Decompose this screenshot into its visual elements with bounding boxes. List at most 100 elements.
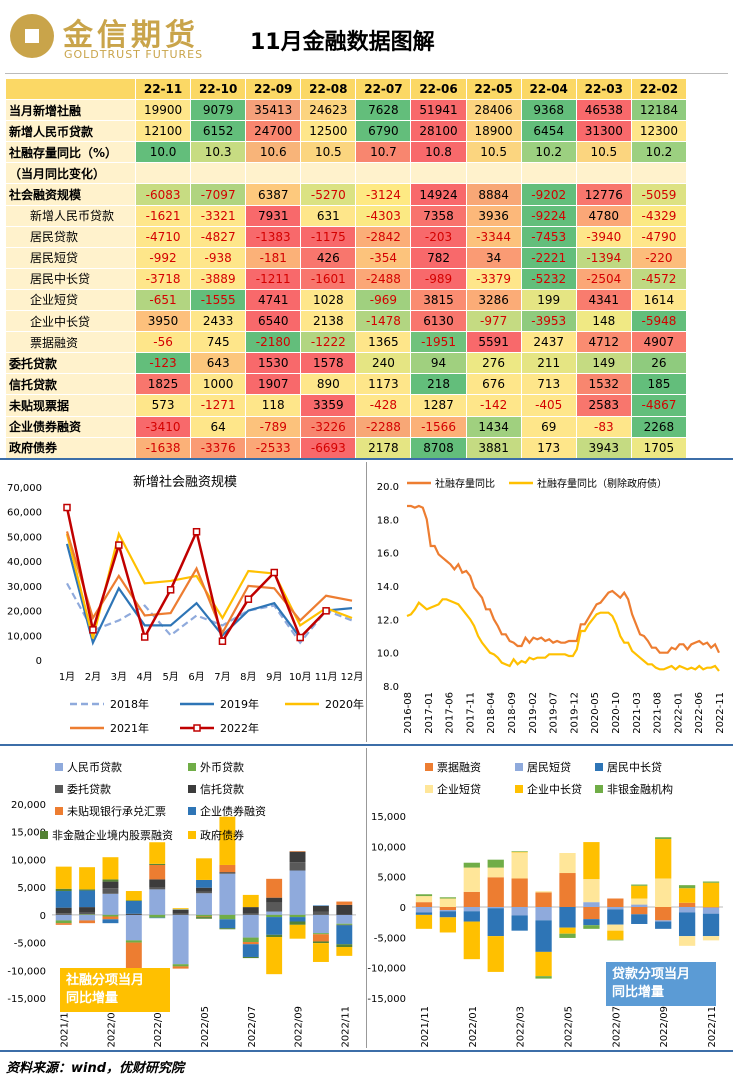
table-row: 企业债券融资 -3410 64 -789 -3226 -2288 -1566 1434 69 -8… — [5, 415, 688, 438]
x-tick-label: 2022/09 — [294, 1006, 305, 1048]
table-row: 企业中长贷 3950 2433 6540 2138 -1478 6130 -977 -3953 1… — [5, 310, 688, 333]
table-cell — [355, 162, 412, 185]
table-row: 社融存量同比（%） 10.0 10.3 10.6 10.5 10.7 10.8 10.5 10.… — [5, 141, 688, 164]
row-label: 未贴现票据 — [5, 394, 136, 417]
table-cell: 4341 — [575, 288, 632, 312]
legend-swatch — [425, 785, 433, 793]
bar-segment — [463, 911, 480, 922]
table-cell: -4329 — [630, 204, 688, 227]
bar-segment — [463, 921, 480, 960]
table-cell: -5232 — [520, 267, 577, 290]
loan-box-line2: 同比增量 — [612, 985, 665, 1000]
table-cell: 94 — [410, 352, 467, 375]
x-tick-label: 2021/11 — [60, 1006, 71, 1048]
series-line-2020年 — [65, 530, 353, 639]
column-header: 22-05 — [465, 77, 522, 101]
bar-segment — [196, 916, 212, 918]
bar-segment — [631, 898, 648, 905]
bar-segment — [583, 919, 600, 926]
table-cell: 10.5 — [465, 141, 522, 164]
table-cell: -2488 — [355, 267, 412, 290]
table-cell: 18900 — [465, 120, 522, 143]
x-tick-label: 2021-08 — [653, 692, 664, 734]
table-cell: 745 — [190, 331, 247, 354]
table-cell: 12100 — [134, 120, 192, 143]
x-tick-label: 2018-09 — [507, 692, 518, 734]
table-cell: 2268 — [630, 415, 688, 438]
bar-segment — [511, 851, 528, 852]
table-cell: 1028 — [300, 288, 357, 312]
table-row: （当月同比变化） — [5, 162, 688, 185]
table-cell: 185 — [630, 373, 688, 396]
table-cell: -354 — [355, 246, 412, 269]
bar-segment — [242, 942, 259, 945]
table-cell: 631 — [300, 204, 357, 227]
bar-segment — [702, 907, 720, 908]
bar-segment — [102, 881, 119, 889]
report-header: 金信期货 GOLDTRUST FUTURES 11月金融数据图解 — [0, 0, 733, 74]
table-cell: -651 — [134, 288, 192, 312]
table-cell: 10.7 — [355, 141, 412, 164]
table-cell: 4712 — [575, 331, 632, 354]
bar-segment — [583, 879, 600, 903]
bar-segment — [149, 879, 166, 888]
bar-segment — [312, 911, 329, 915]
data-point — [192, 527, 201, 536]
bar-segment — [79, 890, 96, 908]
table-cell: 199 — [520, 288, 577, 312]
table-cell: -1175 — [300, 225, 357, 248]
bar-segment — [678, 888, 696, 903]
bar-segment — [172, 914, 189, 965]
y-tick-label: 0 — [40, 911, 46, 922]
bar-segment — [655, 921, 672, 929]
legend-label: 居民中长贷 — [607, 760, 662, 774]
legend-swatch — [425, 763, 433, 771]
table-cell: 12184 — [630, 99, 688, 122]
table-cell: -1271 — [190, 394, 247, 417]
table-cell: -7097 — [190, 183, 247, 206]
bar-segment — [289, 917, 306, 922]
y-tick-label: -5,000 — [374, 933, 406, 944]
x-tick-label: 2月 — [85, 671, 101, 683]
chart-divider-top — [366, 462, 367, 742]
x-tick-label: 2022-01 — [673, 692, 684, 734]
bar-segment — [415, 902, 433, 907]
table-cell: 6454 — [520, 120, 577, 143]
bar-segment — [55, 913, 72, 915]
bar-segment — [266, 914, 283, 918]
table-cell: -1951 — [410, 331, 467, 354]
bar-segment — [242, 937, 259, 943]
bar-segment — [439, 911, 457, 918]
table-cell: -4790 — [630, 225, 688, 248]
legend-label: 政府债券 — [200, 828, 244, 842]
legend-label: 2021年 — [110, 721, 149, 735]
bar-segment — [336, 925, 353, 945]
bar-segment — [102, 919, 119, 924]
x-tick-label: 2019-07 — [549, 692, 560, 734]
table-cell: 573 — [134, 394, 192, 417]
table-cell — [465, 162, 522, 185]
chart-tsf-components: -15,000 -10,000 -5,000 0 5,000 10,000 15,000 20… — [7, 760, 356, 1048]
bar-segment — [55, 923, 72, 925]
table-cell: 1614 — [630, 288, 688, 312]
bar-segment — [289, 914, 306, 918]
y-tick-label: 30,000 — [7, 582, 42, 593]
legend-swatch — [188, 831, 196, 839]
column-header: 22-09 — [245, 77, 302, 101]
bar-segment — [149, 889, 166, 915]
bar-segment — [607, 907, 624, 910]
table-cell: -3889 — [190, 267, 247, 290]
y-tick-label: 10.0 — [377, 649, 399, 660]
bar-segment — [149, 864, 166, 880]
x-tick-label: 2020-05 — [590, 692, 601, 734]
table-row: 当月新增社融 19900 9079 35413 24623 7628 51941 28406 9… — [5, 99, 688, 122]
legend-label: 未贴现银行承兑汇票 — [67, 804, 166, 818]
table-cell: 2583 — [575, 394, 632, 417]
bar-segment — [511, 851, 528, 853]
table-row: 政府债券 -1638 -3376 -2533 -6693 2178 8708 3881 173 3… — [5, 436, 688, 459]
row-label: 政府债券 — [5, 436, 136, 459]
bar-segment — [678, 902, 696, 907]
table-cell: -1601 — [300, 267, 357, 290]
table-cell: 19900 — [134, 99, 192, 122]
table-cell: 5591 — [465, 331, 522, 354]
